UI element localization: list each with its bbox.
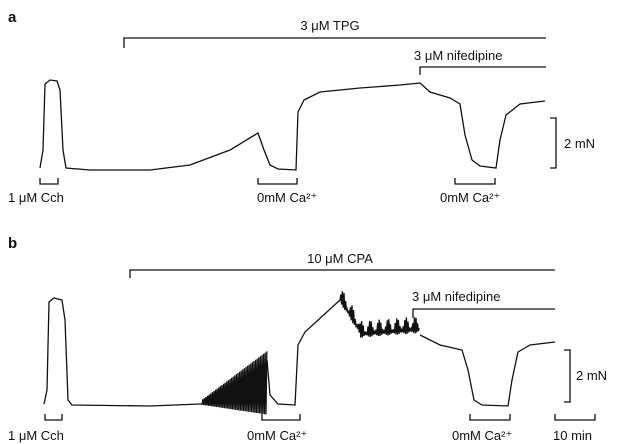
blocker-bar	[419, 66, 546, 75]
ca-label: 0mM Ca²⁺	[247, 428, 307, 443]
stim-bracket	[44, 414, 63, 421]
trace	[43, 297, 201, 407]
stim-label: 1 μM Cch	[8, 428, 64, 443]
ca-bracket	[454, 178, 496, 185]
trace	[419, 334, 556, 407]
drug-bar	[123, 37, 546, 48]
drug-label: 3 μM TPG	[300, 18, 359, 33]
scale-label: 2 mN	[564, 136, 595, 151]
ca-bracket	[261, 414, 301, 421]
blocker-label: 3 μM nifedipine	[412, 289, 500, 304]
oscillation-trace	[200, 351, 268, 415]
trace	[39, 79, 546, 171]
drug-bar	[129, 269, 555, 278]
scale-bar	[564, 349, 571, 403]
time-bar	[554, 414, 596, 421]
panel-b: b 10 μM CPA 3 μM nifedipine 1 μM Cch 0mM…	[8, 235, 607, 443]
time-label: 10 min	[553, 428, 592, 443]
panel-label: b	[8, 235, 17, 252]
ca-bracket	[257, 178, 298, 185]
scale-bar	[550, 117, 557, 169]
ca-label: 0mM Ca²⁺	[452, 428, 512, 443]
ca-bracket	[469, 414, 511, 421]
scale-label: 2 mN	[576, 368, 607, 383]
trace	[266, 299, 341, 406]
panel-a: a 3 μM TPG 3 μM nifedipine 1 μM Cch 0mM …	[8, 9, 595, 205]
blocker-bar	[412, 308, 555, 318]
oscillation-trace	[339, 291, 420, 338]
ca-label: 0mM Ca²⁺	[440, 190, 500, 205]
blocker-label: 3 μM nifedipine	[414, 48, 502, 63]
stim-bracket	[39, 178, 59, 185]
ca-label: 0mM Ca²⁺	[257, 190, 317, 205]
panel-label: a	[8, 9, 17, 26]
stim-label: 1 μM Cch	[8, 190, 64, 205]
drug-label: 10 μM CPA	[307, 251, 373, 266]
